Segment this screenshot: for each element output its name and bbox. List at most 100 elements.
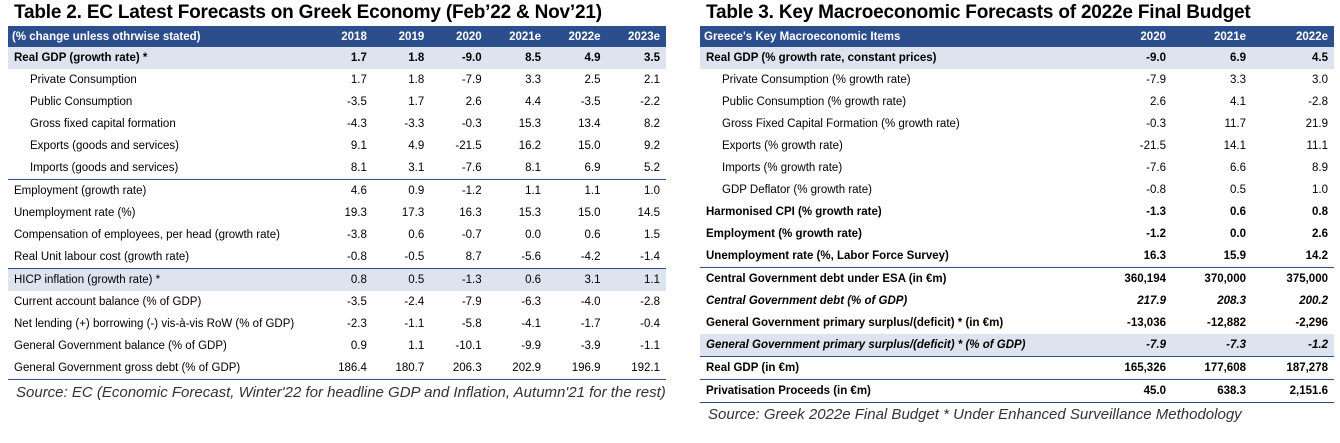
table3-row-label: Real GDP (% growth rate, constant prices… <box>700 47 1092 69</box>
table3-row: Real GDP (in €m) 165,326 177,608 187,278 <box>700 356 1334 380</box>
table2-cell: -1.2 <box>430 179 488 202</box>
table2-source: Source: EC (Economic Forecast, Winter'22… <box>16 384 666 401</box>
table2-row: Imports (goods and services) 8.1 3.1 -7.6 8.… <box>8 157 666 180</box>
table3-cell: -1.3 <box>1146 206 1166 218</box>
table2-row-label: Current account balance (% of GDP) <box>14 296 202 308</box>
table2-header-year: 2020 <box>430 26 488 47</box>
table2-cell: 1.1 <box>408 340 425 352</box>
table2-row: Net lending (+) borrowing (-) vis-à-vis … <box>8 313 666 335</box>
table3-cell: 6.6 <box>1230 162 1246 174</box>
table3-cell: -2.8 <box>1308 96 1328 108</box>
table2-cell: -2.3 <box>347 318 367 330</box>
table2: (% change unless othrwise stated) 2018 2… <box>8 26 666 380</box>
table3-cell: 0.8 <box>1312 206 1328 218</box>
table2-panel: Table 2. EC Latest Forecasts on Greek Ec… <box>8 0 666 402</box>
table3-cell: 187,278 <box>1252 356 1334 380</box>
table3-cell: 45.0 <box>1092 379 1172 403</box>
table3-row: General Government primary surplus/(defi… <box>700 312 1334 334</box>
table3-cell: 177,608 <box>1172 356 1252 380</box>
table2-row: Exports (goods and services) 9.1 4.9 -21.5 1… <box>8 135 666 157</box>
table2-cell: -4.2 <box>580 251 601 263</box>
table3-cell: -2,296 <box>1295 317 1328 329</box>
table2-cell: -2.2 <box>640 96 660 108</box>
table3-row-label: General Government primary surplus/(defi… <box>706 317 1004 329</box>
table2-row: Current account balance (% of GDP) -3.5 -2… <box>8 291 666 313</box>
table2-cell: 0.9 <box>350 340 367 352</box>
table2-row: Unemployment rate (%) 19.3 17.3 16.3 15.3 15.… <box>8 202 666 224</box>
table3-row-label: Public Consumption (% growth rate) <box>722 96 907 108</box>
table3-cell: 208.3 <box>1217 295 1246 307</box>
table2-cell: 2.5 <box>584 74 601 86</box>
table2-cell: -10.1 <box>455 340 482 352</box>
table2-cell: 8.2 <box>644 118 660 130</box>
table2-row-label: Private Consumption <box>30 74 137 86</box>
table2-row: Public Consumption -3.5 1.7 2.6 4.4 -3.5 -2.2 <box>8 91 666 113</box>
table2-cell: 15.3 <box>518 207 542 219</box>
table2-cell: 1.1 <box>547 179 607 202</box>
table2-cell: 8.5 <box>487 47 548 69</box>
table2-cell: 202.9 <box>487 357 548 380</box>
table2-cell: 3.3 <box>525 74 542 86</box>
table2-header-year: 2021e <box>487 26 548 47</box>
table3-row-label: Real GDP (in €m) <box>700 356 1092 380</box>
table3-cell: 14.1 <box>1223 140 1246 152</box>
table2-row-label: Compensation of employees, per head (gro… <box>14 229 280 241</box>
table2-cell: -3.5 <box>580 96 601 108</box>
table3-cell: 370,000 <box>1172 267 1252 290</box>
table2-cell: 1.5 <box>644 229 660 241</box>
table3-row: Central Government debt under ESA (in €m… <box>700 267 1334 290</box>
table3-cell: 2,151.6 <box>1252 379 1334 403</box>
table2-cell: -1.1 <box>640 340 660 352</box>
table3-cell: 0.5 <box>1230 184 1246 196</box>
table3-row-label: Unemployment rate (%, Labor Force Survey… <box>706 250 949 262</box>
table2-cell: 192.1 <box>606 357 666 380</box>
table2-cell: 15.0 <box>578 140 601 152</box>
table3-cell: -13,036 <box>1126 317 1166 329</box>
table2-cell: -9.0 <box>430 47 488 69</box>
table3-row: Exports (% growth rate) -21.5 14.1 11.1 <box>700 135 1334 157</box>
table3-cell: 3.0 <box>1312 74 1328 86</box>
table3-cell: 1.0 <box>1312 184 1328 196</box>
table3-cell: 165,326 <box>1092 356 1172 380</box>
table2-row-label: Unemployment rate (%) <box>14 207 136 219</box>
table2-cell: 9.1 <box>350 140 367 152</box>
table2-cell: -4.0 <box>580 296 601 308</box>
table2-row-label: HICP inflation (growth rate) * <box>8 268 316 291</box>
table3-row: Real GDP (% growth rate, constant prices… <box>700 47 1334 69</box>
table2-cell: 16.3 <box>459 207 482 219</box>
table2-cell: 19.3 <box>344 207 367 219</box>
table2-title: Table 2. EC Latest Forecasts on Greek Ec… <box>14 2 602 23</box>
table3-row: Public Consumption (% growth rate) 2.6 4.1… <box>700 91 1334 113</box>
table2-cell: -21.5 <box>455 140 482 152</box>
table3-cell: -1.2 <box>1252 334 1334 357</box>
table2-cell: 0.0 <box>525 229 542 241</box>
table2-cell: 1.7 <box>408 96 425 108</box>
table2-cell: 17.3 <box>401 207 425 219</box>
table3-cell: -7.6 <box>1146 162 1166 174</box>
table3-header-row: Greece's Key Macroeconomic Items 2020 20… <box>700 26 1334 47</box>
table3-row-label: Central Government debt under ESA (in €m… <box>700 267 1092 290</box>
table2-cell: 2.6 <box>465 96 482 108</box>
table2-cell: -3.5 <box>347 96 367 108</box>
table3-row: Private Consumption (% growth rate) -7.9 3… <box>700 69 1334 91</box>
table3-cell: 2.6 <box>1312 228 1328 240</box>
table2-cell: 1.1 <box>487 179 548 202</box>
table2-row: General Government gross debt (% of GDP)… <box>8 357 666 380</box>
table3-header-year: 2020 <box>1092 26 1172 47</box>
table3-row-label: Central Government debt (% of GDP) <box>706 295 908 307</box>
table3-cell: 375,000 <box>1252 267 1334 290</box>
table2-cell: 1.8 <box>372 47 431 69</box>
table3-header-label: Greece's Key Macroeconomic Items <box>700 26 1092 47</box>
table3-cell: 0.0 <box>1230 228 1246 240</box>
table3-cell: -21.5 <box>1139 140 1166 152</box>
table2-cell: 2.1 <box>644 74 660 86</box>
table2-cell: 1.7 <box>350 74 367 86</box>
table3-row: Central Government debt (% of GDP) 217.9 2… <box>700 290 1334 312</box>
table3-cell: -0.3 <box>1146 118 1166 130</box>
table3-cell: -0.8 <box>1146 184 1166 196</box>
table2-cell: -3.9 <box>580 340 601 352</box>
table2-cell: -7.9 <box>461 74 482 86</box>
table2-cell: -3.3 <box>404 118 425 130</box>
table2-row-label: General Government balance (% of GDP) <box>14 340 227 352</box>
table3-cell: 21.9 <box>1305 118 1328 130</box>
